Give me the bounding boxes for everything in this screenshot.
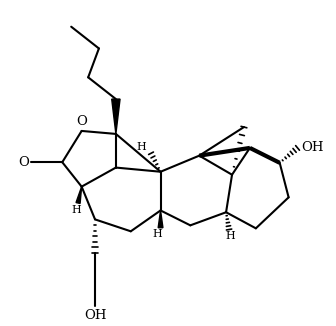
Text: H: H — [72, 204, 81, 215]
Polygon shape — [76, 186, 82, 203]
Text: OH: OH — [84, 309, 106, 322]
Text: OH: OH — [301, 141, 324, 155]
Text: H: H — [226, 231, 236, 241]
Text: H: H — [153, 229, 162, 239]
Text: H: H — [137, 142, 146, 152]
Polygon shape — [158, 211, 163, 228]
Text: O: O — [18, 156, 30, 169]
Text: O: O — [76, 115, 87, 128]
Polygon shape — [112, 99, 120, 134]
